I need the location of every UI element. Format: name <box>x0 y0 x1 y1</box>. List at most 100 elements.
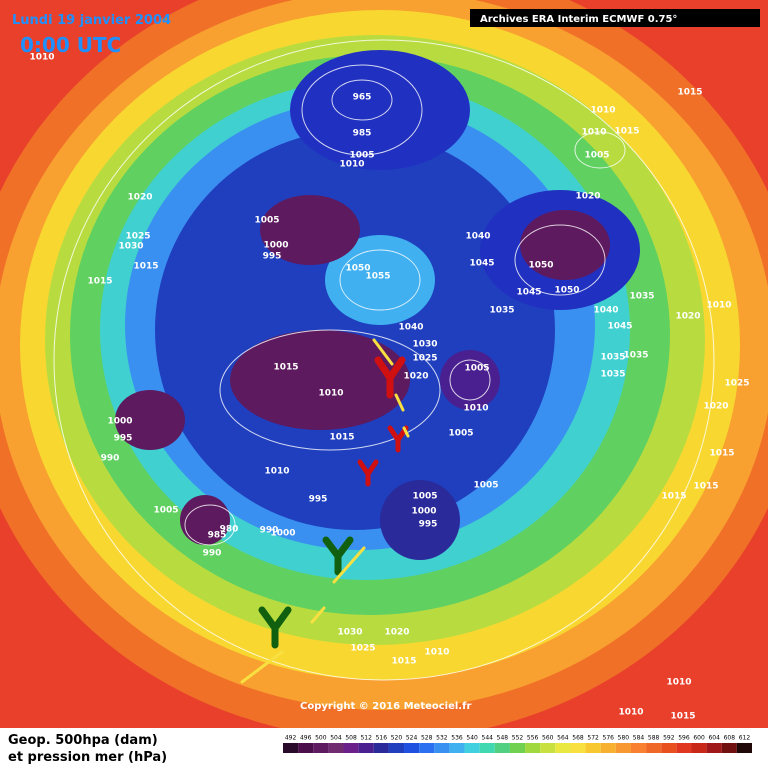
legend-swatch <box>373 743 389 753</box>
isobar-label: 1005 <box>473 481 498 491</box>
legend-label: 556 <box>527 735 539 742</box>
legend-swatch <box>419 743 435 753</box>
isobar-label: 1035 <box>600 370 625 380</box>
legend-label: 596 <box>678 735 690 742</box>
legend-label: 492 <box>285 735 297 742</box>
legend-swatch <box>343 743 359 753</box>
legend-label: 520 <box>391 735 403 742</box>
legend-label: 592 <box>663 735 675 742</box>
isobar-label: 1040 <box>465 232 490 242</box>
legend-swatch <box>615 743 631 753</box>
isobar-label: 1010 <box>264 467 289 477</box>
legend-swatch <box>585 743 601 753</box>
isobar-label: 1015 <box>329 433 354 443</box>
legend-swatch <box>358 743 374 753</box>
legend-swatch <box>630 743 647 753</box>
legend-swatch <box>313 743 329 753</box>
isobar-label: 1015 <box>87 277 112 287</box>
legend-label: 508 <box>345 735 357 742</box>
isobar-label: 1040 <box>593 306 618 316</box>
legend-swatch <box>449 743 465 753</box>
isobar-label: 1005 <box>448 429 473 439</box>
source: Archives ERA Interim ECMWF 0.75° <box>480 14 677 25</box>
legend-swatch <box>509 743 526 753</box>
isobar-label: 995 <box>419 520 438 530</box>
geopotential-field <box>0 0 768 740</box>
isobar-label: 1010 <box>339 160 364 170</box>
legend-swatch <box>600 743 616 753</box>
isobar-label: 1020 <box>384 628 409 638</box>
isobar-label: 1020 <box>127 193 152 203</box>
legend-swatch <box>404 743 420 753</box>
isobar-label: 1015 <box>614 127 639 137</box>
legend-label: 512 <box>360 735 372 742</box>
isobar-label: 1000 <box>263 241 288 251</box>
legend-swatch <box>328 743 344 753</box>
legend-swatch <box>555 743 571 753</box>
isobar-label: 1050 <box>345 264 370 274</box>
legend-label: 548 <box>497 735 509 742</box>
legend-label: 576 <box>603 735 615 742</box>
isobar-label: 1010 <box>666 678 691 688</box>
isobar-label: 1010 <box>581 128 606 138</box>
isobar-label: 1020 <box>703 402 728 412</box>
legend-swatch <box>736 743 752 753</box>
isobar-label: 1010 <box>618 708 643 718</box>
legend-swatch <box>540 743 556 753</box>
isobar-label: 985 <box>208 531 227 541</box>
legend-swatch <box>525 743 541 753</box>
isobar-label: 1015 <box>133 262 158 272</box>
legend-label: 532 <box>436 735 448 742</box>
legend-swatch <box>283 743 299 753</box>
legend-swatch <box>676 743 692 753</box>
isobar-label: 1050 <box>528 261 553 271</box>
legend-swatch <box>479 743 495 753</box>
isobar-label: 1005 <box>412 492 437 502</box>
isobar-label: 1035 <box>489 306 514 316</box>
legend-label: 500 <box>315 735 327 742</box>
isobar-label: 1035 <box>600 353 625 363</box>
isobar-label: 1015 <box>670 712 695 722</box>
isobar-label: 1010 <box>463 404 488 414</box>
legend-label: 524 <box>406 735 418 742</box>
isobar-label: 1015 <box>391 657 416 667</box>
isobar-label: 1010 <box>706 301 731 311</box>
isobar-label: 1005 <box>349 151 374 161</box>
isobar-label: 1025 <box>412 354 437 364</box>
isobar-label: 1005 <box>464 364 489 374</box>
legend-swatch <box>298 743 314 753</box>
legend-label: 544 <box>482 735 494 742</box>
legend-label: 516 <box>376 735 388 742</box>
legend-label: 600 <box>693 735 705 742</box>
isobar-label: 1015 <box>709 449 734 459</box>
isobar-label: 1000 <box>270 529 295 539</box>
isobar-label: 990 <box>203 549 222 559</box>
isobar-label: 990 <box>260 526 279 536</box>
isobar-label: 1005 <box>584 151 609 161</box>
footer-line1: Geop. 500hpa (dam) <box>8 733 158 748</box>
legend-swatch <box>706 743 722 753</box>
legend-swatch <box>494 743 510 753</box>
isobar-label: 1025 <box>350 644 375 654</box>
legend-label: 496 <box>300 735 312 742</box>
legend-label: 612 <box>739 735 751 742</box>
legend-label: 560 <box>542 735 554 742</box>
isobar-label: 1045 <box>607 322 632 332</box>
isobar-label: 1010 <box>29 53 54 63</box>
isobar-label: 1000 <box>411 507 436 517</box>
isobar-label: 1015 <box>693 482 718 492</box>
isobar-label: 1010 <box>318 389 343 399</box>
legend-label: 608 <box>724 735 736 742</box>
legend-label: 572 <box>587 735 599 742</box>
legend-label: 568 <box>572 735 584 742</box>
isobar-label: 1015 <box>677 88 702 98</box>
legend-label: 588 <box>648 735 660 742</box>
legend-swatch <box>661 743 677 753</box>
isobar-label: 1030 <box>412 340 437 350</box>
legend-swatch <box>721 743 737 753</box>
isobar-label: 1040 <box>398 323 423 333</box>
time: 0:00 UTC <box>20 33 121 57</box>
date: Lundi 19 janvier 2004 <box>12 13 171 28</box>
color-legend: 492 496 500 504 508 512 516 520 524 528 532 536 540 5… <box>283 735 752 753</box>
